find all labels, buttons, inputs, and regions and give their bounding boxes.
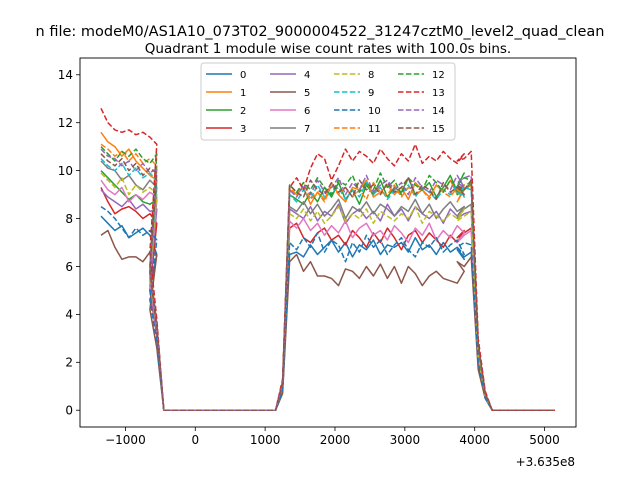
legend-label-2: 2 (240, 106, 246, 117)
y-tick-label: 10 (58, 164, 73, 178)
y-tick-label: 12 (58, 116, 73, 130)
x-tick-label: −1000 (105, 433, 146, 447)
legend-label-11: 11 (368, 124, 381, 135)
legend-label-10: 10 (368, 106, 381, 117)
legend-label-12: 12 (432, 70, 445, 81)
plot-lines (100, 107, 555, 411)
x-tick-label: 0 (191, 433, 199, 447)
legend-label-7: 7 (304, 124, 310, 135)
legend-label-3: 3 (240, 124, 246, 135)
series-line-10 (100, 205, 555, 411)
x-axis: −1000 0 1000 2000 3000 4000 5000 (105, 427, 560, 447)
legend-label-1: 1 (240, 88, 246, 99)
legend-label-6: 6 (304, 106, 310, 117)
legend-label-15: 15 (432, 124, 445, 135)
y-axis: 0 2 4 6 8 10 12 14 (58, 68, 80, 418)
x-tick-label: 4000 (459, 433, 490, 447)
legend-label-13: 13 (432, 88, 445, 99)
legend-label-4: 4 (304, 70, 310, 81)
axes-frame (79, 57, 577, 428)
figure-suptitle: n file: modeM0/AS1A10_073T02_9000004522_… (36, 24, 605, 40)
x-tick-label: 5000 (529, 433, 560, 447)
legend-label-8: 8 (368, 70, 374, 81)
y-tick-label: 2 (65, 356, 73, 370)
y-tick-label: 8 (65, 212, 73, 226)
y-tick-label: 6 (65, 260, 73, 274)
legend-label-14: 14 (432, 106, 445, 117)
series-line-15 (100, 153, 555, 411)
legend-label-0: 0 (240, 70, 246, 81)
x-tick-label: 3000 (390, 433, 421, 447)
legend-box (200, 62, 456, 141)
legend-label-9: 9 (368, 88, 374, 99)
legend-label-5: 5 (304, 88, 310, 99)
x-tick-label: 2000 (320, 433, 351, 447)
y-tick-label: 0 (65, 404, 73, 418)
x-offset-label: +3.635e8 (516, 455, 575, 469)
y-tick-label: 14 (58, 68, 73, 82)
x-tick-label: 1000 (250, 433, 281, 447)
chart-title: Quadrant 1 module wise count rates with … (145, 41, 511, 57)
y-tick-label: 4 (65, 308, 73, 322)
